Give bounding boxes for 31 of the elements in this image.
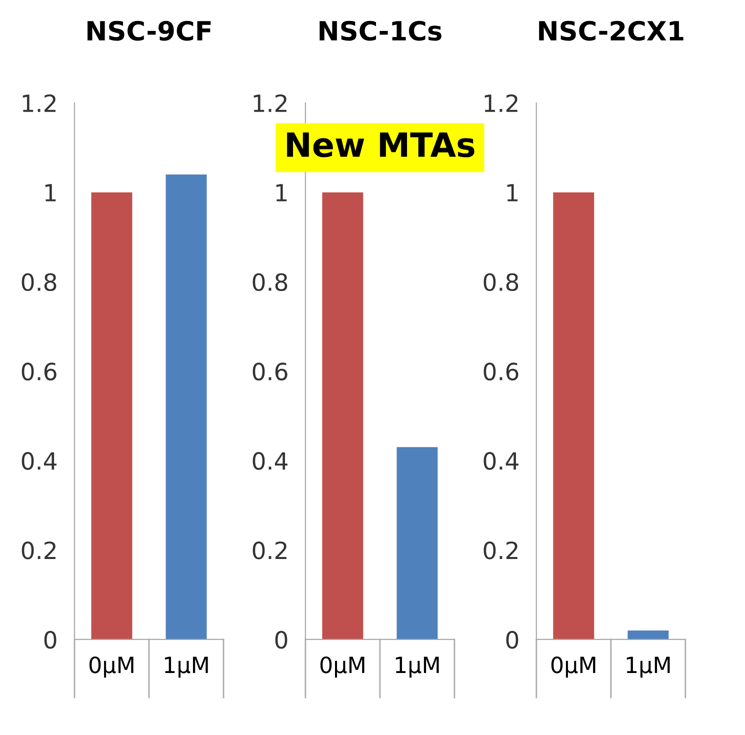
chart-title: NSC-2CX1 [539,20,684,41]
y-tick-label: 0.8 [22,273,56,292]
annotation: New MTAs [287,132,474,158]
x-tick-label: 0μM [551,656,596,678]
y-tick-label: 0.2 [22,541,56,560]
y-tick-label: 0 [44,630,56,649]
y-tick-label: 1 [276,184,287,202]
y-tick-label: 1 [507,184,518,202]
y-tick-label: 0 [506,630,518,649]
chart-title: NSC-1Cs [320,20,442,41]
x-tick-label: 1μM [626,656,670,678]
y-tick-label: 0.4 [252,452,288,470]
y-tick-label: 0.6 [252,362,288,380]
y-tick-label: 0.6 [22,362,56,380]
y-tick-label: 1.2 [254,94,286,112]
x-tick-label: 0μM [320,656,364,678]
y-tick-label: 0.6 [484,362,518,380]
y-tick-label: 0.4 [484,452,518,470]
y-tick-label: 0 [275,630,288,649]
x-tick-label: 0μM [89,656,134,678]
y-tick-label: 0.4 [22,452,57,470]
x-tick-label: 1μM [164,656,208,678]
x-tick-label: 1μM [396,656,439,678]
y-tick-label: 0.2 [484,541,518,560]
y-tick-label: 1 [45,184,56,202]
chart-title: NSC-9CF [88,20,211,41]
y-tick-label: 0.8 [252,273,288,292]
y-tick-label: 0.8 [484,273,518,292]
y-tick-label: 1.2 [484,94,518,112]
y-tick-label: 1.2 [22,94,56,112]
y-tick-label: 0.2 [252,541,286,560]
